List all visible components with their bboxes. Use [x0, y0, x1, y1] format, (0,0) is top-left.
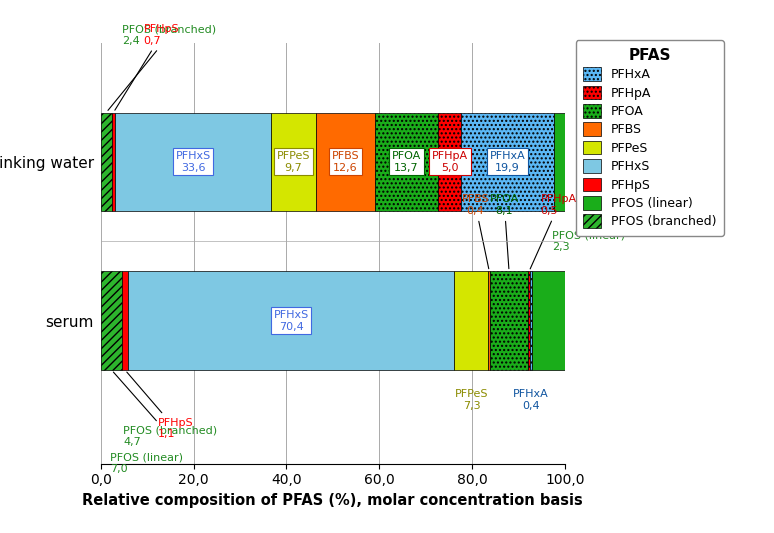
- Bar: [111, 112, 115, 211]
- Text: PFOS (linear)
7,0: PFOS (linear) 7,0: [110, 453, 183, 474]
- Legend: PFHxA, PFHpA, PFOA, PFBS, PFPeS, PFHxS, PFHpS, PFOS (linear), PFOS (branched): PFHxA, PFHpA, PFOA, PFBS, PFPeS, PFHxS, …: [576, 41, 724, 236]
- Bar: [554, 112, 564, 211]
- Bar: [461, 112, 554, 211]
- Text: PFBS
0,4: PFBS 0,4: [461, 194, 489, 269]
- X-axis label: Relative composition of PFAS (%), molar concentration basis: Relative composition of PFAS (%), molar …: [83, 493, 583, 508]
- Bar: [490, 271, 528, 370]
- Bar: [375, 112, 438, 211]
- Text: PFHpA
5,0: PFHpA 5,0: [432, 151, 468, 173]
- Text: PFOS (branched)
2,4: PFOS (branched) 2,4: [108, 24, 217, 110]
- Bar: [128, 271, 454, 370]
- Text: PFHpS
1,1: PFHpS 1,1: [127, 372, 194, 439]
- Text: PFHxA
0,4: PFHxA 0,4: [513, 389, 549, 410]
- Text: PFHxS
70,4: PFHxS 70,4: [273, 310, 309, 332]
- Text: PFBS
12,6: PFBS 12,6: [331, 151, 359, 173]
- Bar: [532, 271, 564, 370]
- Bar: [528, 271, 530, 370]
- Text: PFPeS
7,3: PFPeS 7,3: [454, 389, 488, 410]
- Text: PFOA
8,1: PFOA 8,1: [490, 194, 519, 269]
- Bar: [438, 112, 461, 211]
- Bar: [101, 271, 122, 370]
- Bar: [101, 112, 111, 211]
- Text: PFHxS
33,6: PFHxS 33,6: [176, 151, 211, 173]
- Bar: [454, 271, 488, 370]
- Bar: [530, 271, 532, 370]
- Text: PFOA
13,7: PFOA 13,7: [392, 151, 421, 173]
- Text: PFOS (branched)
4,7: PFOS (branched) 4,7: [113, 372, 217, 447]
- Bar: [115, 112, 271, 211]
- Text: PFHxA
19,9: PFHxA 19,9: [490, 151, 526, 173]
- Text: PFOS (linear)
2,3: PFOS (linear) 2,3: [553, 230, 625, 252]
- Bar: [122, 271, 128, 370]
- Bar: [316, 112, 375, 211]
- Bar: [271, 112, 316, 211]
- Bar: [488, 271, 490, 370]
- Text: PFHpA
0,5: PFHpA 0,5: [530, 194, 577, 269]
- Text: PFPeS
9,7: PFPeS 9,7: [277, 151, 310, 173]
- Text: PFHpS
0,7: PFHpS 0,7: [115, 24, 180, 110]
